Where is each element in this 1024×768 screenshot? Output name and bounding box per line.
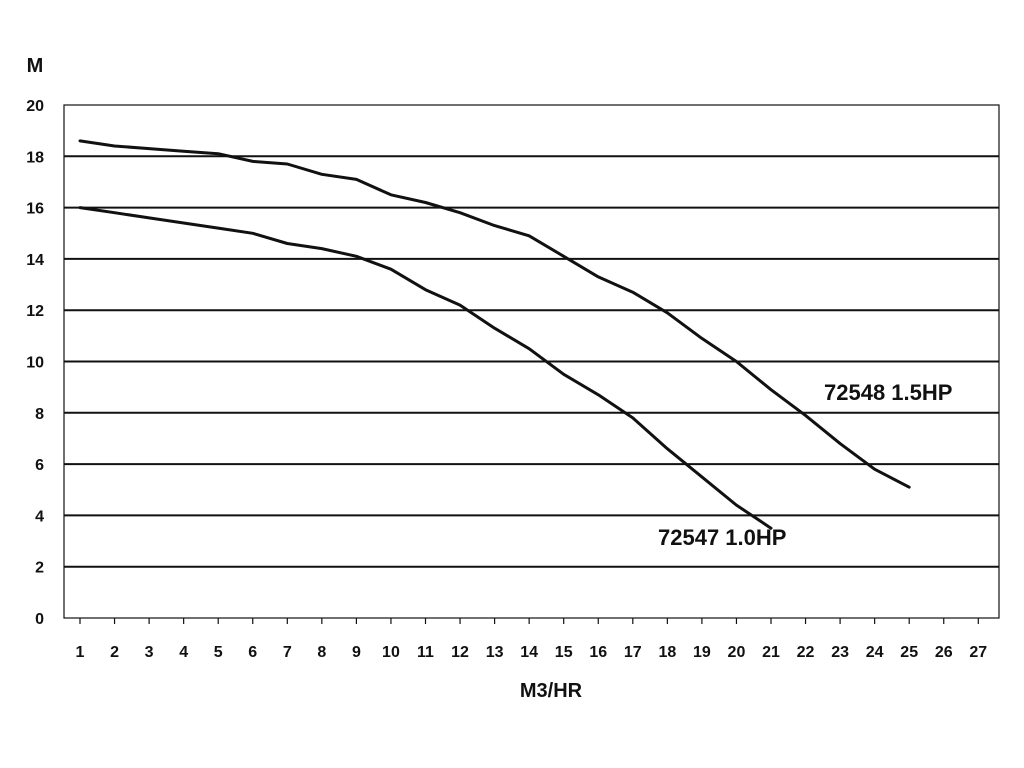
x-tick-label-20: 20 xyxy=(728,644,746,661)
x-tick-label-12: 12 xyxy=(451,644,469,661)
y-tick-label-8: 8 xyxy=(35,406,44,423)
y-tick-label-10: 10 xyxy=(26,355,44,372)
x-tick-labels: 1 2 3 4 5 6 7 8 9 10 11 12 13 14 15 16 17 18 19 20 21 22 23 24 2… xyxy=(76,618,987,661)
y-tick-label-18: 18 xyxy=(26,149,44,166)
x-tick-label-3: 3 xyxy=(145,644,154,661)
y-tick-label-2: 2 xyxy=(35,560,44,577)
x-axis-title: M3/HR xyxy=(520,680,583,702)
x-tick-label-23: 23 xyxy=(831,644,849,661)
y-tick-labels: 0 2 4 6 8 10 12 14 16 18 20 xyxy=(26,98,44,628)
x-tick-label-16: 16 xyxy=(589,644,607,661)
y-tick-label-6: 6 xyxy=(35,457,44,474)
series-line-0 xyxy=(78,139,911,489)
grid-layer xyxy=(64,155,999,568)
x-tick-label-7: 7 xyxy=(283,644,292,661)
series-line-1 xyxy=(78,206,773,530)
series-label-72547: 72547 1.0HP xyxy=(658,525,786,550)
x-tick-label-24: 24 xyxy=(866,644,884,661)
x-tick-label-5: 5 xyxy=(214,644,223,661)
series-layer xyxy=(78,139,911,530)
y-tick-label-12: 12 xyxy=(26,303,44,320)
x-tick-label-11: 11 xyxy=(417,644,434,661)
x-tick-label-21: 21 xyxy=(762,644,780,661)
plot-frame xyxy=(63,104,1000,619)
y-tick-label-16: 16 xyxy=(26,201,44,218)
x-tick-label-17: 17 xyxy=(624,644,642,661)
x-tick-label-26: 26 xyxy=(935,644,953,661)
x-tick-label-18: 18 xyxy=(658,644,676,661)
series-label-72548: 72548 1.5HP xyxy=(824,380,952,405)
x-tick-label-25: 25 xyxy=(900,644,918,661)
y-tick-label-14: 14 xyxy=(26,252,44,269)
x-tick-label-22: 22 xyxy=(797,644,815,661)
x-tick-label-9: 9 xyxy=(352,644,361,661)
y-tick-label-4: 4 xyxy=(35,508,44,525)
x-tick-label-10: 10 xyxy=(382,644,400,661)
x-tick-label-13: 13 xyxy=(486,644,504,661)
x-tick-label-15: 15 xyxy=(555,644,573,661)
y-tick-label-20: 20 xyxy=(26,98,44,115)
x-tick-label-1: 1 xyxy=(76,644,85,661)
x-tick-label-4: 4 xyxy=(179,644,188,661)
x-tick-label-14: 14 xyxy=(520,644,538,661)
x-tick-label-2: 2 xyxy=(110,644,119,661)
y-tick-label-0: 0 xyxy=(35,611,44,628)
x-tick-label-6: 6 xyxy=(248,644,257,661)
x-tick-label-19: 19 xyxy=(693,644,711,661)
x-tick-label-8: 8 xyxy=(317,644,326,661)
y-axis-title: M xyxy=(27,55,44,77)
x-tick-label-27: 27 xyxy=(969,644,987,661)
